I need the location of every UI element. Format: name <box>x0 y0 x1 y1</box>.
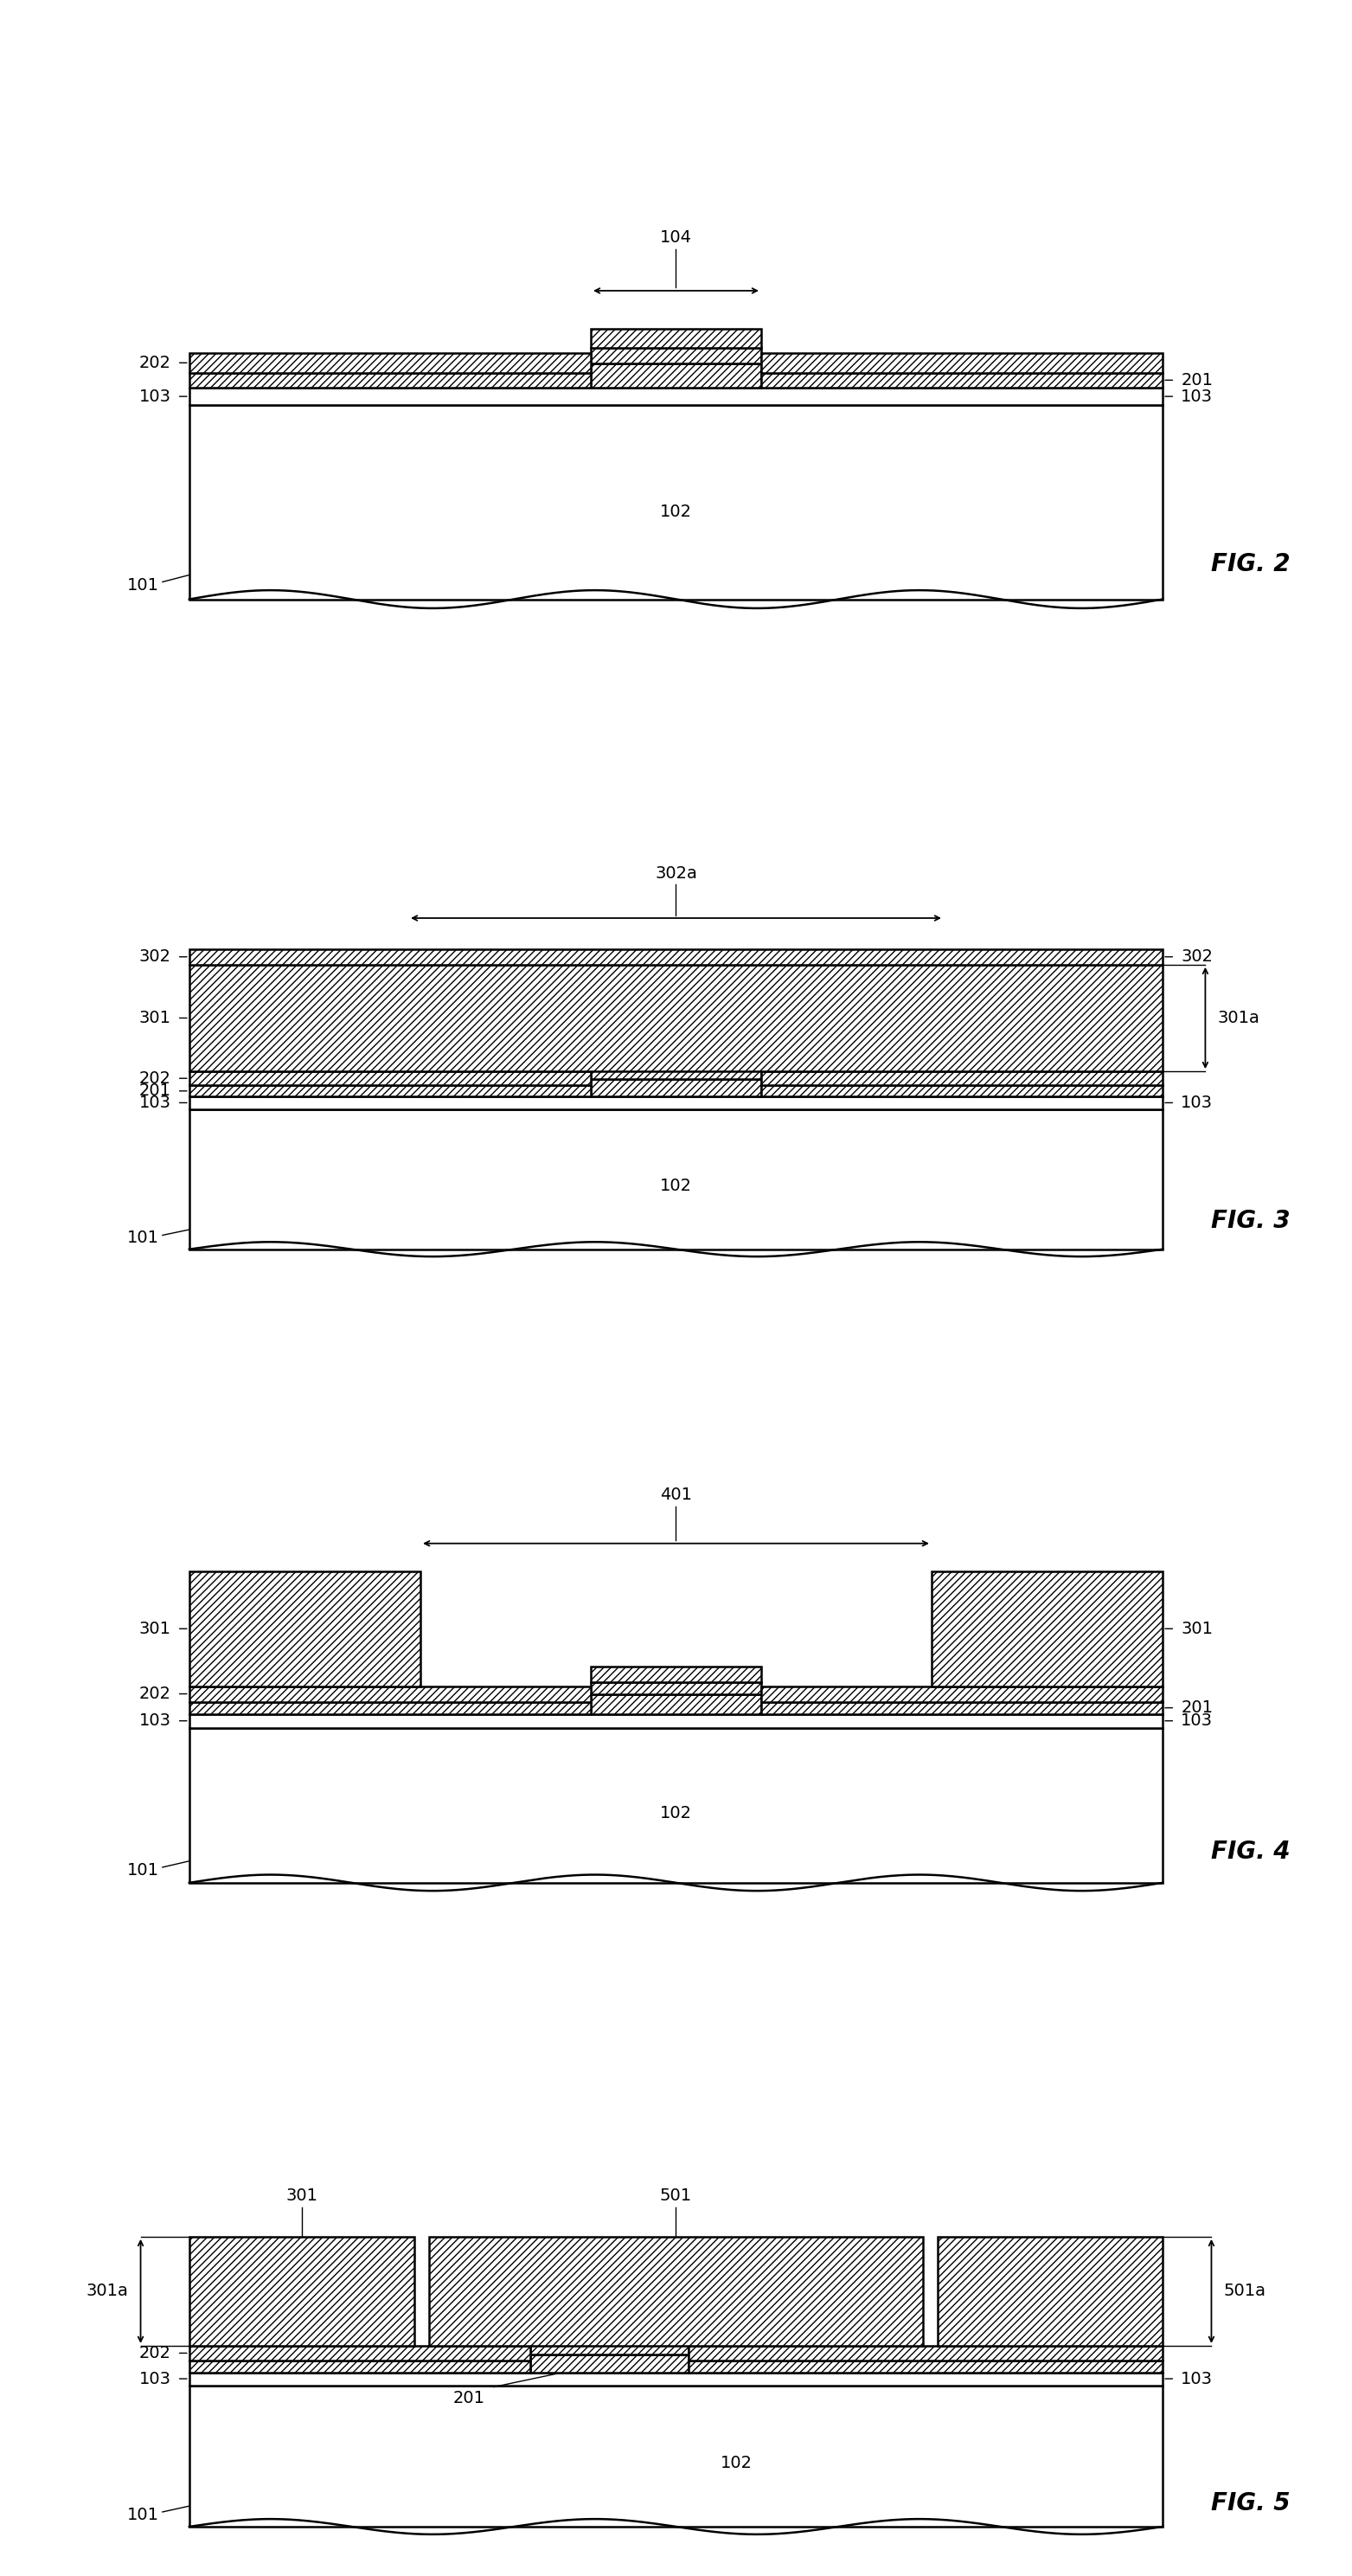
Bar <box>591 348 761 363</box>
Text: 101: 101 <box>127 577 160 592</box>
Bar <box>189 1703 591 1713</box>
Text: 102: 102 <box>660 505 692 520</box>
Text: 103: 103 <box>139 2370 170 2388</box>
Bar <box>189 963 1163 1072</box>
Bar <box>189 374 591 389</box>
Bar <box>530 2329 688 2342</box>
Bar <box>591 330 761 348</box>
Text: 101: 101 <box>127 1229 160 1247</box>
Text: 103: 103 <box>1182 1095 1213 1110</box>
Text: 101: 101 <box>127 1862 160 1878</box>
Text: 301: 301 <box>285 2187 318 2205</box>
Text: 202: 202 <box>139 2344 170 2362</box>
Bar <box>189 2236 414 2347</box>
Bar <box>761 374 1163 389</box>
Text: 301: 301 <box>139 1620 170 1636</box>
Text: 103: 103 <box>1182 1713 1213 1728</box>
Bar <box>189 2360 530 2372</box>
Bar <box>761 1072 1163 1084</box>
Text: FIG. 2: FIG. 2 <box>1211 551 1291 577</box>
Bar <box>937 2236 1163 2347</box>
Text: 202: 202 <box>139 1685 170 1703</box>
Text: 301: 301 <box>139 1010 170 1025</box>
Bar <box>591 1667 761 1682</box>
Bar <box>189 353 591 374</box>
Bar <box>189 1108 1163 1249</box>
Bar <box>688 2360 1163 2372</box>
Text: 201: 201 <box>139 1082 170 1100</box>
Bar <box>189 1687 591 1703</box>
Bar <box>429 2236 923 2347</box>
Bar <box>189 1728 1163 1883</box>
Text: 401: 401 <box>660 1486 692 1504</box>
Text: 202: 202 <box>139 1069 170 1087</box>
Bar <box>189 2347 530 2360</box>
Text: 202: 202 <box>139 355 170 371</box>
Text: 102: 102 <box>660 1177 692 1195</box>
Bar <box>591 1066 761 1079</box>
Text: 101: 101 <box>127 2506 160 2522</box>
Bar <box>761 1703 1163 1713</box>
Bar <box>530 2354 688 2372</box>
Bar <box>688 2347 1163 2360</box>
Bar <box>591 1682 761 1695</box>
Text: 301: 301 <box>1182 1620 1213 1636</box>
Bar <box>591 363 761 389</box>
Bar <box>189 404 1163 600</box>
Bar <box>761 1084 1163 1097</box>
Bar <box>932 1571 1163 1687</box>
Text: 201: 201 <box>1182 1700 1213 1716</box>
Text: 302: 302 <box>139 948 170 966</box>
Text: 102: 102 <box>660 1806 692 1821</box>
Bar <box>189 1072 591 1084</box>
Bar <box>591 1054 761 1066</box>
Text: 103: 103 <box>1182 389 1213 404</box>
Bar <box>189 2372 1163 2385</box>
Text: 301a: 301a <box>1217 1010 1260 1025</box>
Bar <box>591 1695 761 1713</box>
Bar <box>189 389 1163 404</box>
Text: 302a: 302a <box>654 866 698 881</box>
Text: 103: 103 <box>139 389 170 404</box>
Text: 501a: 501a <box>1224 2282 1265 2300</box>
Text: 201: 201 <box>1182 371 1213 389</box>
Text: FIG. 5: FIG. 5 <box>1211 2491 1291 2514</box>
Text: 102: 102 <box>721 2455 753 2470</box>
Bar <box>189 1084 591 1097</box>
Bar <box>761 1687 1163 1703</box>
Text: 103: 103 <box>139 1095 170 1110</box>
Text: 103: 103 <box>1182 2370 1213 2388</box>
Text: 301a: 301a <box>87 2282 128 2300</box>
Bar <box>530 2342 688 2354</box>
Text: 501: 501 <box>660 2187 692 2205</box>
Bar <box>189 1097 1163 1108</box>
Text: FIG. 4: FIG. 4 <box>1211 1839 1291 1865</box>
Bar <box>761 353 1163 374</box>
Bar <box>591 1079 761 1097</box>
Text: 302: 302 <box>1182 948 1213 966</box>
Text: 103: 103 <box>139 1713 170 1728</box>
Text: 201: 201 <box>453 2391 485 2406</box>
Text: FIG. 3: FIG. 3 <box>1211 1208 1291 1234</box>
Bar <box>189 2385 1163 2527</box>
Bar <box>189 1571 420 1687</box>
Bar <box>189 1713 1163 1728</box>
Text: 104: 104 <box>660 229 692 245</box>
Bar <box>189 948 1163 963</box>
